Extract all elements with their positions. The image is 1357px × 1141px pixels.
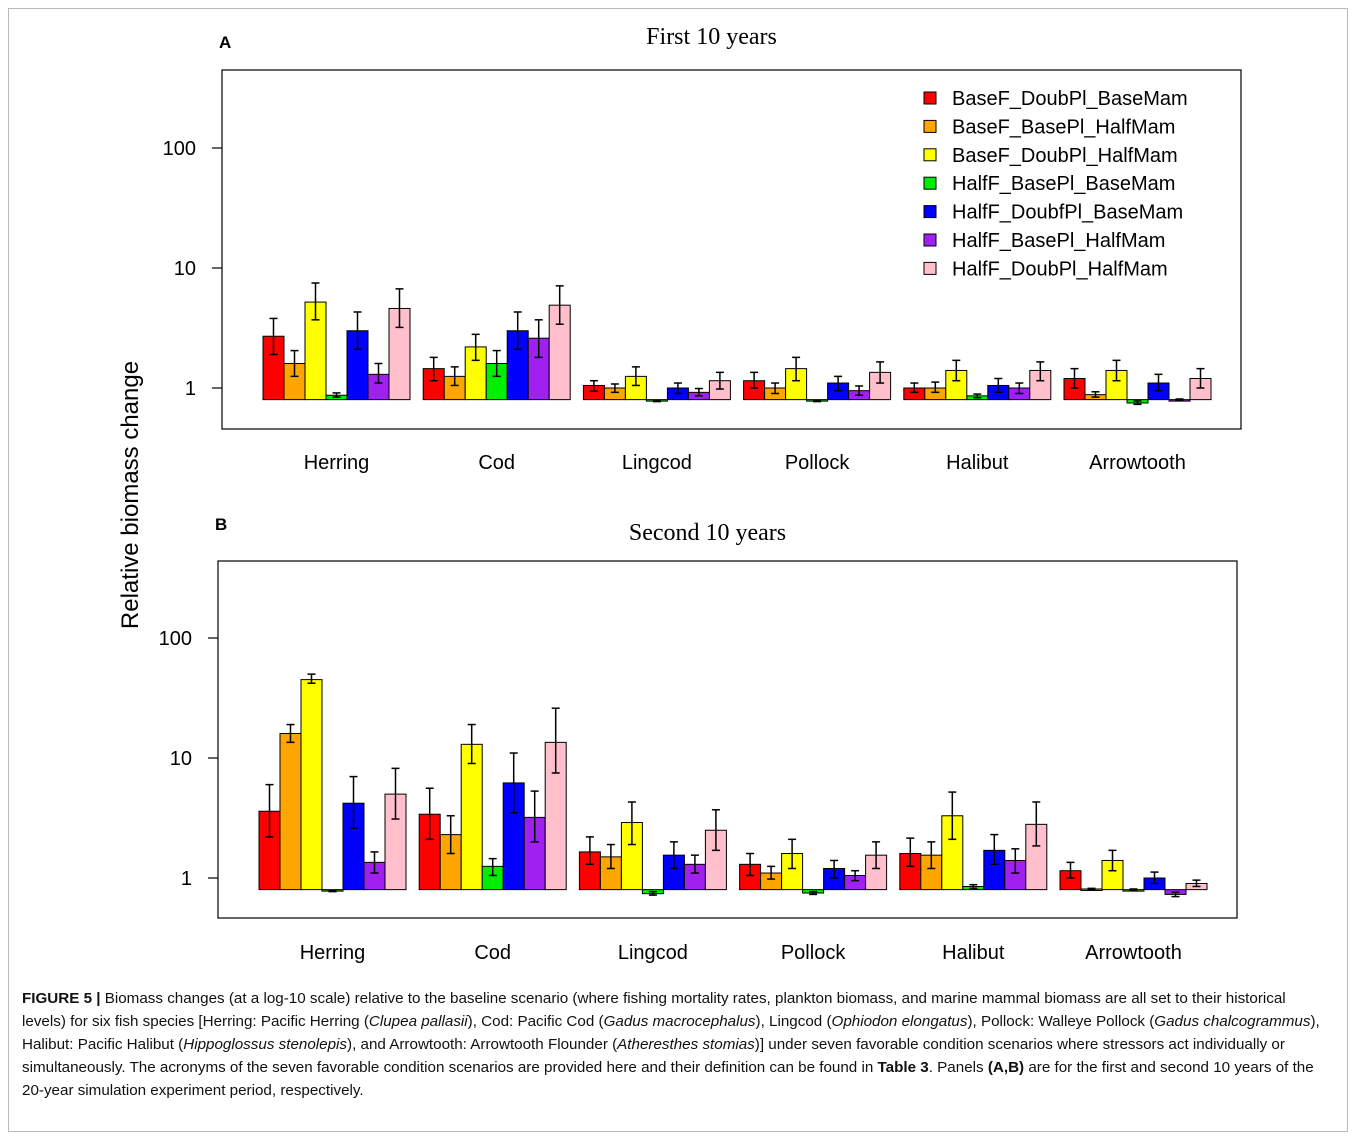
category-label: Halibut xyxy=(942,942,1005,964)
caption-segment: ), Halibut: Pacific Halibut ( xyxy=(22,1013,1320,1053)
caption-segment: Ophiodon elongatus xyxy=(831,1013,968,1030)
category-label: Herring xyxy=(304,452,370,474)
legend-label: HalfF_DoubfPl_BaseMam xyxy=(952,202,1183,224)
legend-swatch xyxy=(923,119,937,133)
caption-segment: Biomass changes (at a log-10 scale) rela… xyxy=(22,990,1286,1030)
category-label: Cod xyxy=(474,942,511,964)
y-tick-label: 10 xyxy=(170,748,192,770)
legend-swatch xyxy=(923,176,937,190)
caption-label: FIGURE 5 | xyxy=(22,990,101,1007)
legend-swatch xyxy=(923,148,937,162)
legend-label: BaseF_DoubPl_HalfMam xyxy=(952,145,1178,167)
category-label: Herring xyxy=(300,942,366,964)
figure-chart: A First 10 years 1 10 100 Herring Cod Lingcod Po… xyxy=(117,24,1242,964)
category-label: Pollock xyxy=(785,452,850,474)
caption-segment: )] under seven favorable condition scena… xyxy=(22,1036,1285,1076)
caption-segment: Gadus macrocephalus xyxy=(603,1013,756,1030)
bar xyxy=(279,733,302,891)
legend-label: BaseF_DoubPl_BaseMam xyxy=(952,88,1188,110)
y-tick-label: 10 xyxy=(174,258,196,280)
caption-segment: ), Lingcod ( xyxy=(755,1013,832,1030)
bar xyxy=(300,679,323,891)
y-tick-label: 100 xyxy=(159,628,192,650)
caption-segment: ), Pollock: Walleye Pollock ( xyxy=(967,1013,1155,1030)
y-tick-label: 1 xyxy=(185,378,196,400)
panel-letter: A xyxy=(219,33,231,52)
legend-label: HalfF_BasePl_BaseMam xyxy=(952,173,1175,195)
figure-caption: FIGURE 5 | Biomass changes (at a log-10 … xyxy=(22,987,1322,1102)
y-tick-label: 100 xyxy=(163,138,196,160)
category-label: Lingcod xyxy=(622,452,692,474)
caption-segment: ), Cod: Pacific Cod ( xyxy=(467,1013,604,1030)
bar xyxy=(460,743,483,891)
legend-swatch xyxy=(923,233,937,247)
category-label: Lingcod xyxy=(618,942,688,964)
category-label: Arrowtooth xyxy=(1085,942,1182,964)
caption-segment: Atheresthes stomias xyxy=(617,1036,755,1053)
legend-swatch xyxy=(923,261,937,275)
category-label: Cod xyxy=(478,452,515,474)
caption-segment: Hippoglossus stenolepis xyxy=(183,1036,348,1053)
caption-segment: Clupea pallasii xyxy=(368,1013,468,1030)
legend-swatch xyxy=(923,91,937,105)
y-tick-label: 1 xyxy=(181,868,192,890)
legend-swatch xyxy=(923,205,937,219)
caption-segment: ), and Arrowtooth: Arrowtooth Flounder ( xyxy=(347,1036,618,1053)
category-label: Pollock xyxy=(781,942,846,964)
category-label: Halibut xyxy=(946,452,1009,474)
caption-segment: are for the first and second 10 years of… xyxy=(22,1059,1314,1099)
legend-label: HalfF_DoubPl_HalfMam xyxy=(952,258,1168,280)
caption-segment: (A,B) xyxy=(987,1059,1025,1076)
panel-title: First 10 years xyxy=(646,24,777,50)
category-label: Arrowtooth xyxy=(1089,452,1186,474)
plot-box xyxy=(221,69,1242,430)
caption-segment: Gadus chalcogrammus xyxy=(1154,1013,1311,1030)
caption-segment: . Panels xyxy=(928,1059,988,1076)
y-axis-label: Relative biomass change xyxy=(117,361,144,629)
caption-body: Biomass changes (at a log-10 scale) rela… xyxy=(22,990,1320,1099)
legend-label: BaseF_BasePl_HalfMam xyxy=(952,116,1175,138)
caption-segment: Table 3 xyxy=(877,1059,929,1076)
panel-title: Second 10 years xyxy=(629,520,786,546)
legend-label: HalfF_BasePl_HalfMam xyxy=(952,230,1165,252)
panel-letter: B xyxy=(215,515,227,534)
figure-frame xyxy=(8,8,1348,1132)
plot-box xyxy=(217,560,1238,919)
